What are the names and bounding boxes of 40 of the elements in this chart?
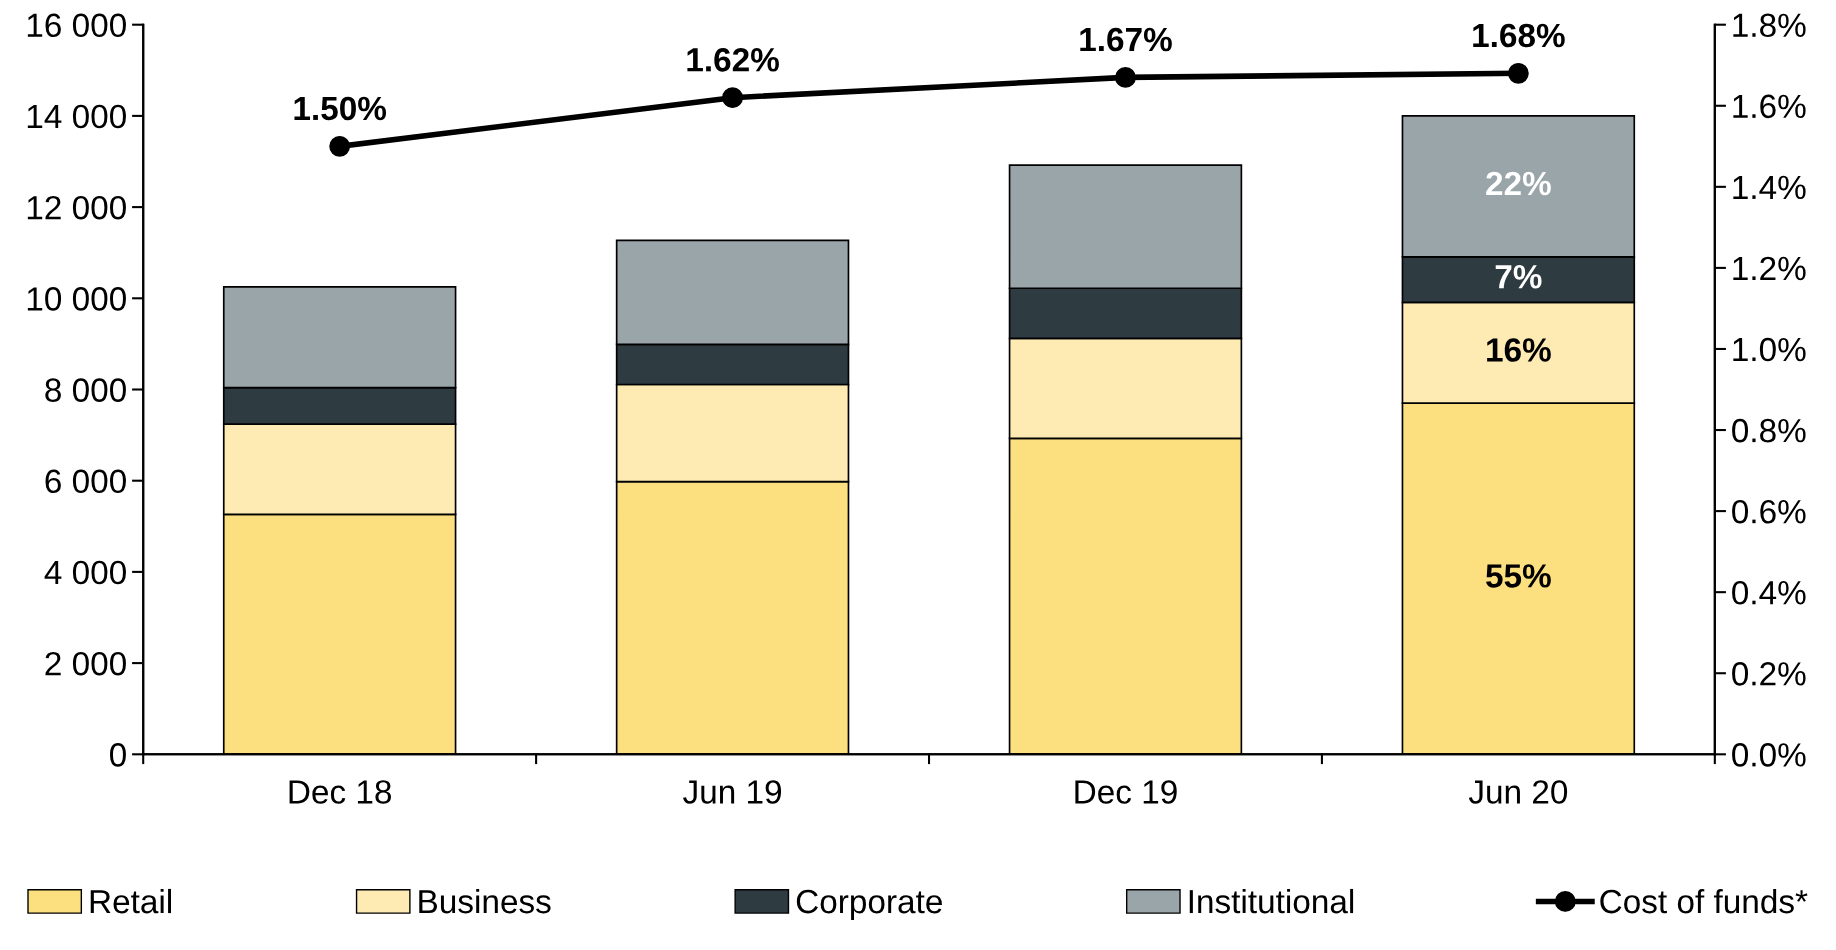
data-label: 1.68%	[1473, 23, 1565, 48]
data-label: 1.62%	[687, 48, 779, 72]
x-tick-label: Dec 19	[1075, 780, 1177, 804]
legend-label: Business	[419, 888, 551, 914]
y2-tick-label: 0.2%	[1732, 662, 1806, 686]
point	[1115, 66, 1136, 88]
annotation: 16%	[1487, 338, 1551, 362]
y-tick-label: 8 000	[45, 378, 126, 402]
x-tick-label: Jun 19	[683, 780, 782, 804]
annotation: 22%	[1486, 171, 1551, 196]
legend-label: Cost of funds*	[1600, 888, 1808, 914]
y2-tick-label: 1.4%	[1733, 175, 1806, 200]
legend-label: Corporate	[796, 889, 942, 920]
point	[329, 135, 351, 157]
x-tick-label: Dec 18	[289, 780, 392, 804]
y2-tick-label: 1.6%	[1733, 94, 1806, 119]
data-label: 1.67%	[1080, 27, 1172, 52]
x-tick-label: Jun 20	[1468, 780, 1568, 804]
y2-tick-label: 1.8%	[1733, 13, 1806, 38]
point	[1507, 62, 1529, 84]
annotation: 7%	[1495, 265, 1542, 289]
y-tick-label: 14 000	[27, 104, 126, 129]
y2-tick-label: 0.4%	[1732, 580, 1806, 605]
y-tick-label: 6 000	[45, 469, 126, 494]
y-tick-label: 4 000	[44, 560, 126, 585]
y2-tick-label: 0.8%	[1732, 418, 1806, 443]
legend-label: Institutional	[1189, 888, 1354, 914]
y-tick-label: 2 000	[45, 651, 126, 676]
y2-tick-label: 0.6%	[1732, 499, 1806, 524]
data-label: 1.50%	[294, 96, 387, 121]
y2-tick-label: 0.0%	[1732, 743, 1806, 767]
point	[722, 87, 743, 109]
y-tick-label: 10 000	[27, 287, 126, 311]
y-tick-label: 12 000	[27, 195, 126, 220]
y2-tick-label: 1.2%	[1733, 256, 1806, 281]
y-tick-label: 0	[110, 743, 126, 767]
annotation: 55%	[1486, 564, 1551, 588]
y2-tick-label: 1.0%	[1733, 337, 1806, 362]
y-tick-label: 16 000	[27, 13, 126, 38]
legend-label: Retail	[90, 888, 171, 914]
